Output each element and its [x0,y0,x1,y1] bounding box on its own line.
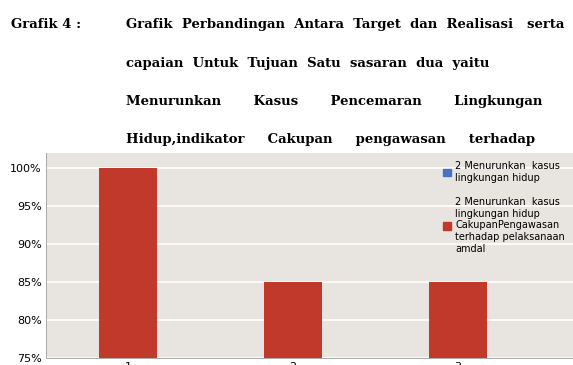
Text: Menurunkan       Kasus       Pencemaran       Lingkungan: Menurunkan Kasus Pencemaran Lingkungan [126,95,543,108]
Text: pelaksanaan amdal: pelaksanaan amdal [126,172,268,185]
Legend: 2 Menurunkan  kasus
lingkungan hidup, 2 Menurunkan  kasus
lingkungan hidup
Cakup: 2 Menurunkan kasus lingkungan hidup, 2 M… [440,158,568,257]
Text: Grafik 4 :: Grafik 4 : [11,18,81,31]
Bar [264,282,322,365]
Bar [429,282,486,365]
Text: Grafik  Perbandingan  Antara  Target  dan  Realisasi   serta: Grafik Perbandingan Antara Target dan Re… [126,18,564,31]
Text: capaian  Untuk  Tujuan  Satu  sasaran  dua  yaitu: capaian Untuk Tujuan Satu sasaran dua ya… [126,57,489,70]
Bar [99,168,157,365]
Text: Hidup,indikator     Cakupan     pengawasan     terhadap: Hidup,indikator Cakupan pengawasan terha… [126,133,535,146]
